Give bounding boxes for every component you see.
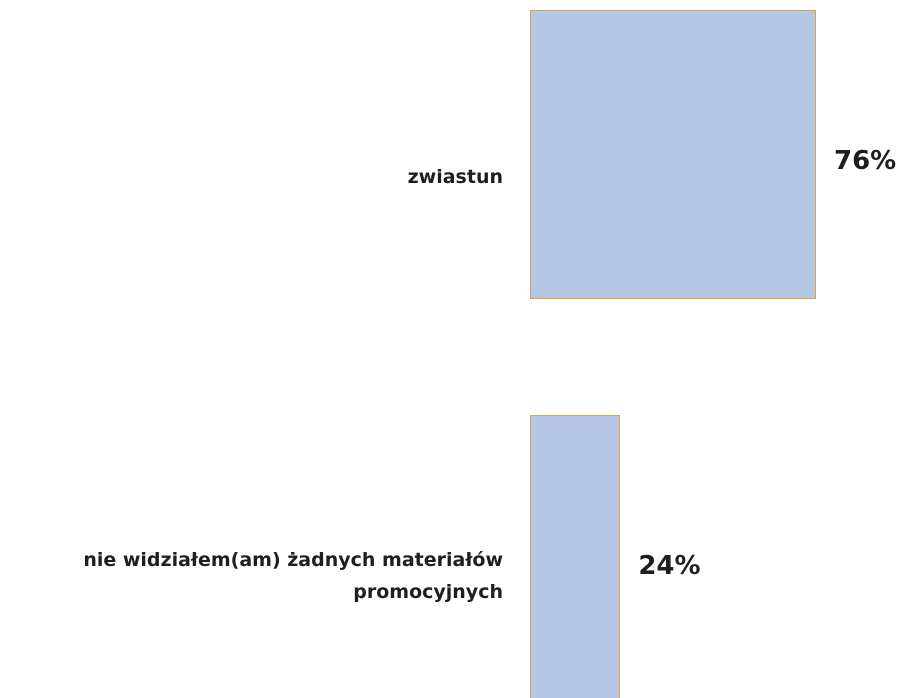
bar <box>530 10 816 299</box>
value-label: 76% <box>834 145 897 176</box>
bar <box>530 415 621 698</box>
value-label: 24% <box>638 550 701 581</box>
category-label: zwiastun <box>407 165 503 188</box>
category-label: nie widziałem(am) żadnych materiałów pro… <box>83 548 503 603</box>
